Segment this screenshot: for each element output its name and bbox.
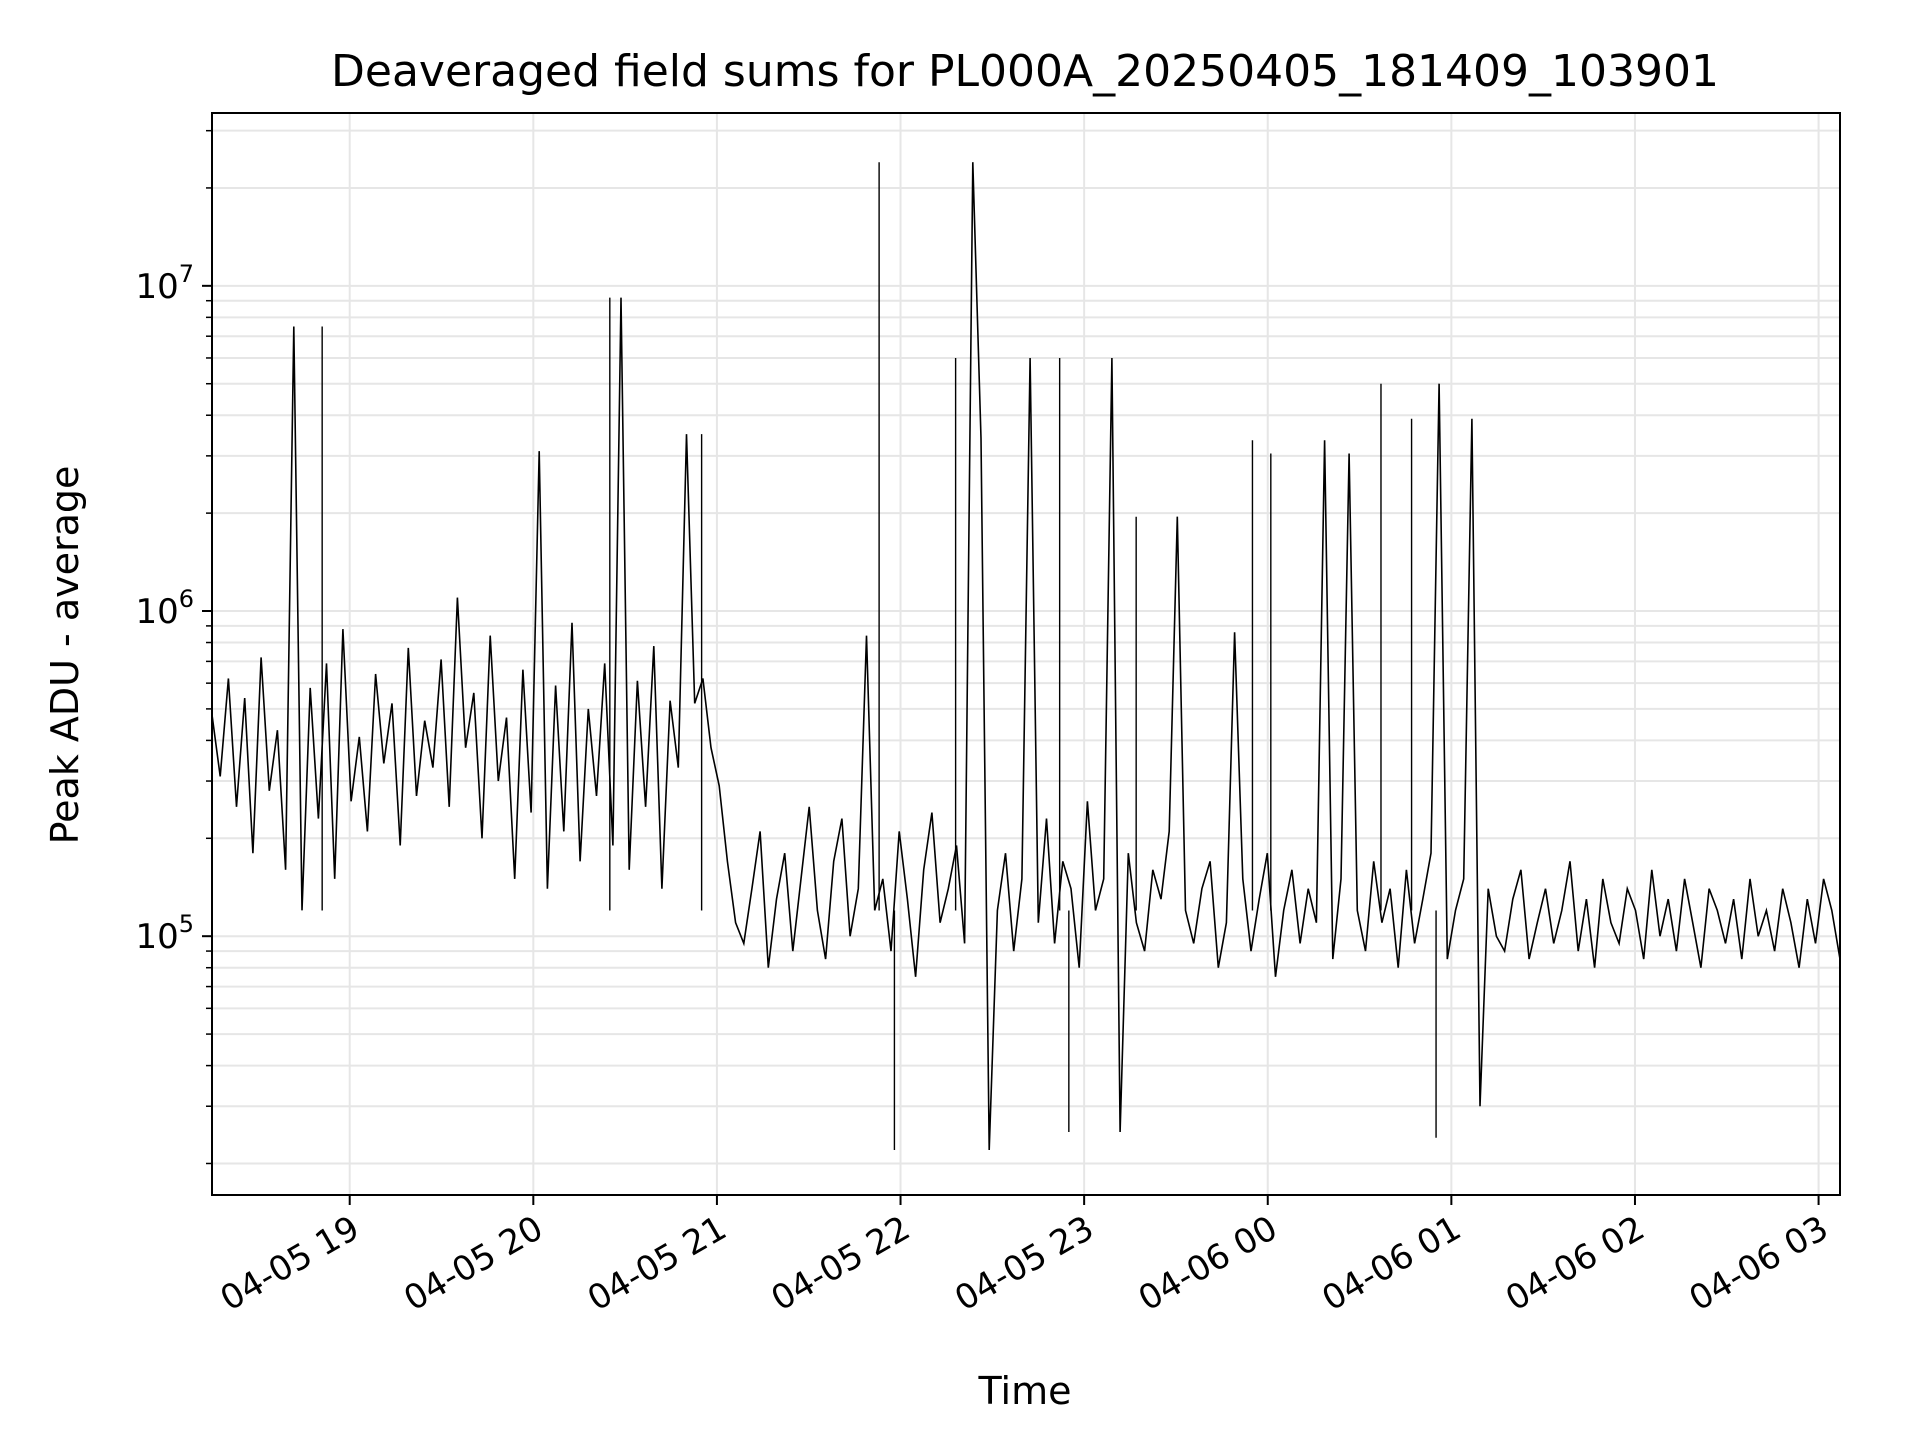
y-tick-base: 10 <box>135 267 178 307</box>
y-tick-label: 105 <box>135 910 194 957</box>
y-tick-exponent: 5 <box>179 910 194 938</box>
x-axis-label: Time <box>978 1369 1072 1413</box>
series-line-group <box>211 162 1841 1151</box>
grid <box>212 113 1840 1195</box>
y-tick-label: 106 <box>135 585 194 632</box>
y-axis-label: Peak ADU - average <box>43 466 87 845</box>
y-tick-exponent: 7 <box>179 260 194 288</box>
series-line <box>211 162 1841 1151</box>
y-tick-base: 10 <box>135 592 178 632</box>
chart-title: Deaveraged field sums for PL000A_2025040… <box>331 46 1719 97</box>
plot-frame <box>211 112 1841 1196</box>
y-tick-base: 10 <box>135 917 178 957</box>
y-tick-exponent: 6 <box>179 585 194 613</box>
y-tick-label: 107 <box>135 260 194 307</box>
